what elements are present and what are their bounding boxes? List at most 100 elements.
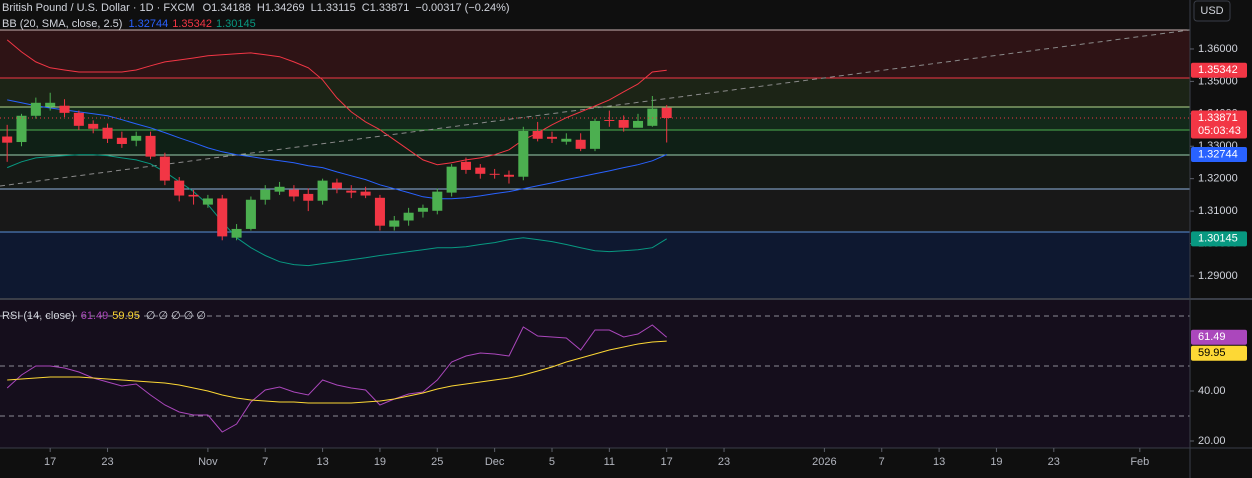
x-tick-label: 7 [879,456,885,468]
price-badge [1191,329,1247,345]
x-tick-label: 25 [431,456,443,468]
candle-body [575,139,586,149]
x-tick-label: 17 [44,456,56,468]
rsi-value: 61.49 [81,310,109,322]
candle-body [231,228,242,238]
zone [0,107,1190,130]
candle-body [360,191,371,196]
candle-body [145,135,156,157]
trend-line [0,29,1191,187]
zone [0,78,1190,107]
y-tick-label: 1.29000 [1198,270,1238,282]
candle-body [460,161,471,170]
currency-box [1193,0,1231,22]
countdown: 05:03:43 [1198,125,1241,137]
badge-value: 1.35342 [1198,64,1238,76]
candle-body [589,120,601,149]
candle-body [30,102,41,116]
indicator-name: BB (20, SMA, close, 2.5) [2,18,122,30]
price-badge [1191,231,1247,247]
x-tick-label: 5 [549,456,555,468]
candle-body [45,102,56,107]
bollinger-band [7,154,667,267]
x-tick-label: 2026 [812,456,836,468]
candle-body [317,180,328,201]
badge-value: 1.32744 [1198,148,1238,160]
ohlc-label: L [311,2,317,14]
change: −0.00317 (−0.24%) [415,2,509,14]
candle-body [518,131,529,177]
candle-body [475,167,486,174]
x-tick-label: 23 [1048,456,1060,468]
y-tick-label: 1.31000 [1198,205,1238,217]
ohlc-value: 1.34188 [211,2,251,14]
price-badge [1191,62,1247,78]
badge-value: 61.49 [1198,331,1226,343]
bb-value: 1.30145 [216,18,256,30]
candle-body [618,119,629,128]
candle-body [432,191,443,211]
candle-body [174,180,185,196]
ohlc-value: 1.33871 [370,2,410,14]
y-tick-label: 40.00 [1198,385,1226,397]
candle-body [661,107,672,119]
ohlc-value: 1.34269 [265,2,305,14]
symbol: British Pound / U.S. Dollar · 1D · FXCM [2,2,195,14]
zone [0,155,1190,189]
ohlc-label: C [362,2,370,14]
candle-body [188,194,199,197]
price-plot [0,39,1190,267]
zone [0,232,1190,298]
candle-body [202,198,213,205]
x-tick-label: 13 [933,456,945,468]
zone [0,30,1190,78]
y-tick-label: 1.32000 [1198,173,1238,185]
bb-legend: BB (20, SMA, close, 2.5) 1.32744 1.35342 1.… [2,18,256,30]
candle-body [374,197,385,226]
candle-body [102,127,113,139]
candle-body [260,189,271,200]
candle-body [274,186,285,192]
x-tick-label: Dec [485,456,505,468]
candle-body [88,123,99,129]
candle-body [532,131,543,139]
x-tick-label: 13 [316,456,328,468]
x-tick-label: 7 [262,456,268,468]
candle-body [331,182,342,189]
candle-body [604,119,615,121]
candle-body [2,136,13,143]
bb-value: 1.32744 [128,18,168,30]
badge-value: 1.30145 [1198,233,1238,245]
candle-body [59,105,70,113]
candle-body [417,207,428,212]
placeholders: ∅ ∅ ∅ ∅ ∅ [146,310,206,322]
rsi-line [7,340,667,404]
candle-body [389,220,400,227]
candle-body [16,115,27,143]
price-badge [1191,110,1247,139]
ohlc-label: H [257,2,265,14]
x-tick-label: 19 [990,456,1002,468]
x-tick-label: Nov [198,456,218,468]
candle-body [73,112,84,126]
candle-body [303,193,314,201]
x-tick-label: Feb [1130,456,1149,468]
candle-body [403,212,414,221]
rsi-pane [0,300,1190,448]
axes: 1.290001.300001.310001.320001.330001.340… [44,43,1247,468]
rsi-legend: RSI (14, close) 61.49 59.95 ∅ ∅ ∅ ∅ ∅ [2,310,206,322]
x-tick-label: 17 [661,456,673,468]
ohlc-value: 1.33115 [317,2,356,14]
candle-body [632,120,644,128]
candle-body [446,166,457,193]
indicator-name: RSI (14, close) [2,310,75,322]
candle-body [116,137,127,144]
badge-value: 1.33871 [1198,112,1238,124]
badge-value: 59.95 [1198,347,1226,359]
price-badge [1191,147,1247,163]
y-tick-label: 1.35000 [1198,75,1238,87]
rsi-plot [0,315,1190,433]
price-zones [0,29,1191,298]
rsi-value: 59.95 [112,310,140,322]
